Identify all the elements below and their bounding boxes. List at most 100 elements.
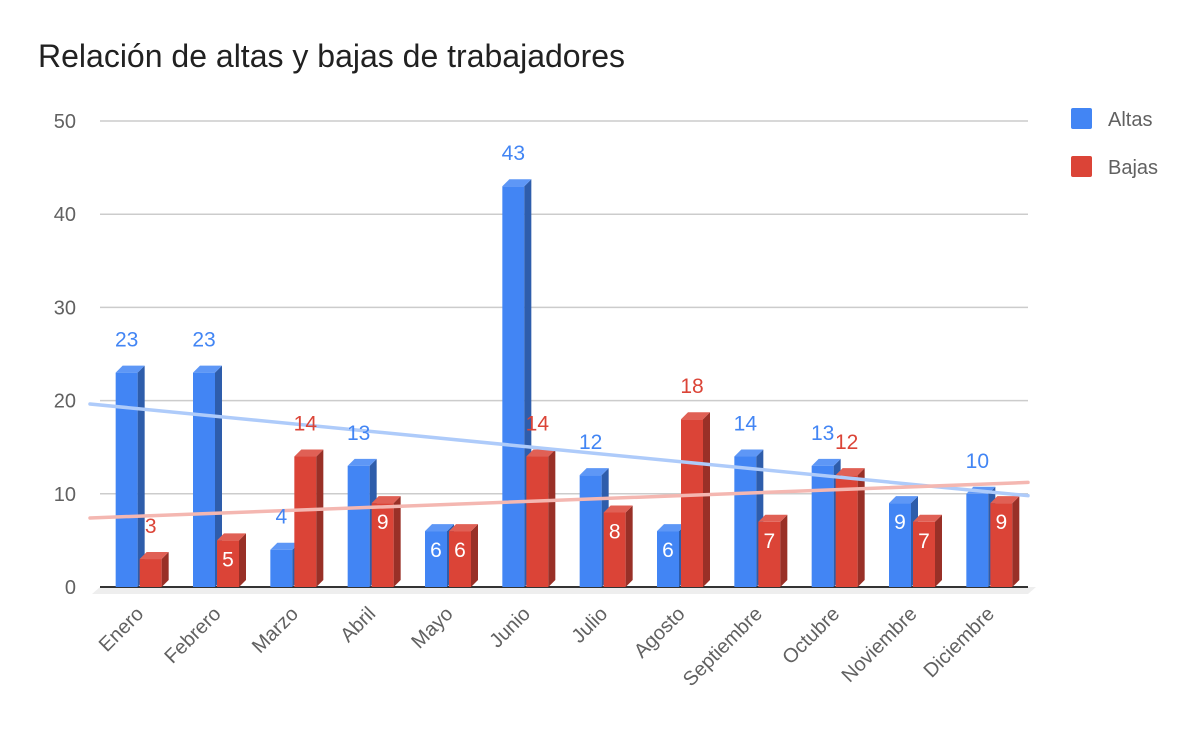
bar-top	[913, 514, 942, 522]
bar-front	[217, 540, 239, 587]
bar-top	[502, 179, 532, 187]
bar-front	[811, 465, 834, 587]
legend-item[interactable]: Bajas	[1071, 156, 1158, 179]
x-tick-label: Agosto	[630, 603, 690, 663]
legend-item[interactable]: Altas	[1071, 108, 1152, 131]
bar	[502, 179, 532, 588]
data-label: 7	[763, 530, 775, 553]
bar	[294, 449, 324, 587]
y-tick-label: 20	[54, 391, 76, 413]
x-tick-label: Febrero	[160, 603, 225, 668]
data-label: 14	[734, 413, 758, 436]
bar-side	[137, 365, 145, 587]
bar-front	[579, 475, 602, 587]
bar-top	[139, 552, 169, 560]
bar-side	[935, 514, 942, 587]
bar-front	[193, 372, 215, 587]
bar	[835, 468, 865, 587]
x-tick-label: Junio	[486, 603, 535, 652]
bar	[526, 449, 556, 587]
bars	[115, 179, 1020, 588]
data-label: 9	[377, 511, 389, 534]
bar-top	[657, 524, 686, 532]
bar	[115, 365, 145, 587]
chart-title: Relación de altas y bajas de trabajadore…	[38, 38, 626, 74]
bar	[734, 449, 764, 587]
bar	[758, 514, 788, 587]
data-label: 10	[966, 450, 989, 473]
data-label: 23	[115, 329, 138, 352]
bar-side	[625, 505, 633, 587]
bar-top	[115, 365, 145, 373]
bar-front	[502, 186, 525, 588]
x-tick-label: Marzo	[248, 603, 303, 658]
y-tick-label: 10	[54, 484, 76, 506]
bar	[990, 496, 1020, 587]
bar-side	[316, 449, 324, 587]
data-label: 6	[430, 539, 442, 562]
data-label: 9	[894, 511, 906, 534]
data-label: 14	[526, 413, 550, 436]
bar-side	[703, 412, 710, 587]
data-label: 43	[502, 142, 525, 165]
x-axis-labels: Enero Febrero Marzo Abril Mayo Junio Julio Agos…	[95, 603, 999, 691]
data-label: 5	[222, 548, 234, 571]
data-label: 23	[192, 329, 215, 352]
bar-top	[449, 524, 478, 532]
bar	[681, 412, 710, 587]
trendlines	[88, 402, 1030, 520]
y-tick-label: 0	[65, 577, 76, 599]
bar-top	[734, 449, 764, 457]
x-tick-label: Octubre	[778, 603, 844, 669]
x-tick-label: Diciembre	[920, 603, 999, 682]
data-label: 12	[835, 431, 858, 454]
bar-side	[471, 524, 478, 587]
bar-top	[193, 365, 222, 373]
bar-side	[1012, 496, 1020, 587]
bar-front	[526, 456, 549, 587]
bar-front	[657, 531, 679, 587]
bar-front	[449, 531, 471, 587]
bar	[449, 524, 478, 587]
bar	[193, 365, 222, 587]
x-tick-label: Julio	[568, 603, 613, 648]
bar	[139, 552, 169, 587]
x-tick-label: Mayo	[407, 603, 457, 653]
data-label: 3	[145, 515, 157, 538]
bar-front	[603, 512, 626, 587]
x-tick-label: Enero	[95, 603, 148, 656]
bar-front	[734, 456, 757, 587]
data-label: 8	[609, 520, 621, 543]
y-tick-label: 40	[54, 204, 76, 226]
bar-top	[990, 496, 1020, 504]
bar-top	[579, 468, 609, 476]
bar-top	[270, 542, 300, 550]
bar-top	[889, 496, 918, 504]
data-label: 6	[454, 539, 466, 562]
x-tick-label: Abril	[336, 603, 380, 647]
bar-top	[425, 524, 454, 532]
legend-swatch	[1071, 156, 1092, 177]
bar-top	[811, 458, 841, 466]
data-label: 4	[275, 506, 287, 529]
bar-side	[161, 552, 169, 587]
data-label: 6	[662, 539, 674, 562]
y-tick-label: 50	[54, 111, 76, 133]
legend[interactable]: Altas Bajas	[1071, 108, 1158, 179]
bar-side	[548, 449, 556, 587]
bar-front	[913, 521, 935, 587]
gridlines	[100, 120, 1028, 588]
legend-swatch	[1071, 108, 1092, 129]
data-label: 18	[680, 375, 703, 398]
legend-label: Altas	[1108, 109, 1152, 131]
y-tick-label: 30	[54, 297, 76, 319]
bar	[217, 533, 246, 587]
bar-front	[758, 521, 781, 587]
bar-side	[780, 514, 788, 587]
bar-top	[603, 505, 633, 513]
bar-front	[889, 503, 911, 587]
bar-side	[393, 496, 401, 587]
bar-front	[347, 465, 370, 587]
bar-top	[347, 458, 377, 466]
